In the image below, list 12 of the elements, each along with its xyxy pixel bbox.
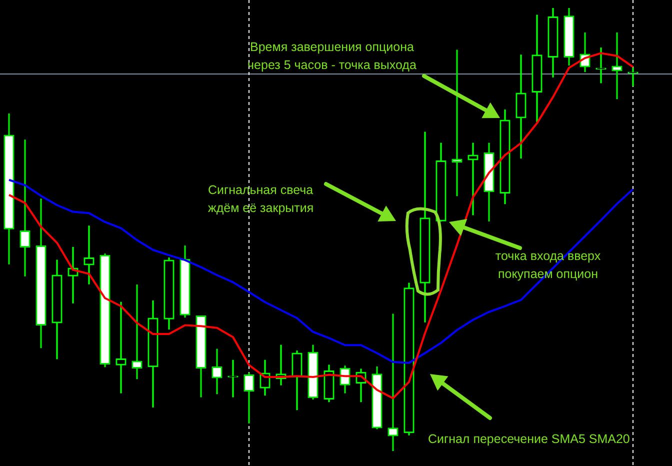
candlestick — [228, 360, 238, 398]
annotation: Сигнальная свеча ждём её закрытия — [208, 182, 315, 217]
annotation: Время завершения опциона через 5 часов - точка выхода — [246, 39, 418, 74]
candlestick — [468, 142, 478, 216]
candlestick — [388, 314, 398, 451]
candlestick — [116, 302, 126, 394]
candlestick — [612, 32, 622, 100]
candlestick — [452, 50, 462, 196]
annotation: Сигнал пересечение SMA5 SMA20 — [428, 431, 631, 448]
candlestick — [20, 140, 30, 276]
candlestick — [132, 284, 142, 380]
candlestick — [84, 226, 94, 284]
